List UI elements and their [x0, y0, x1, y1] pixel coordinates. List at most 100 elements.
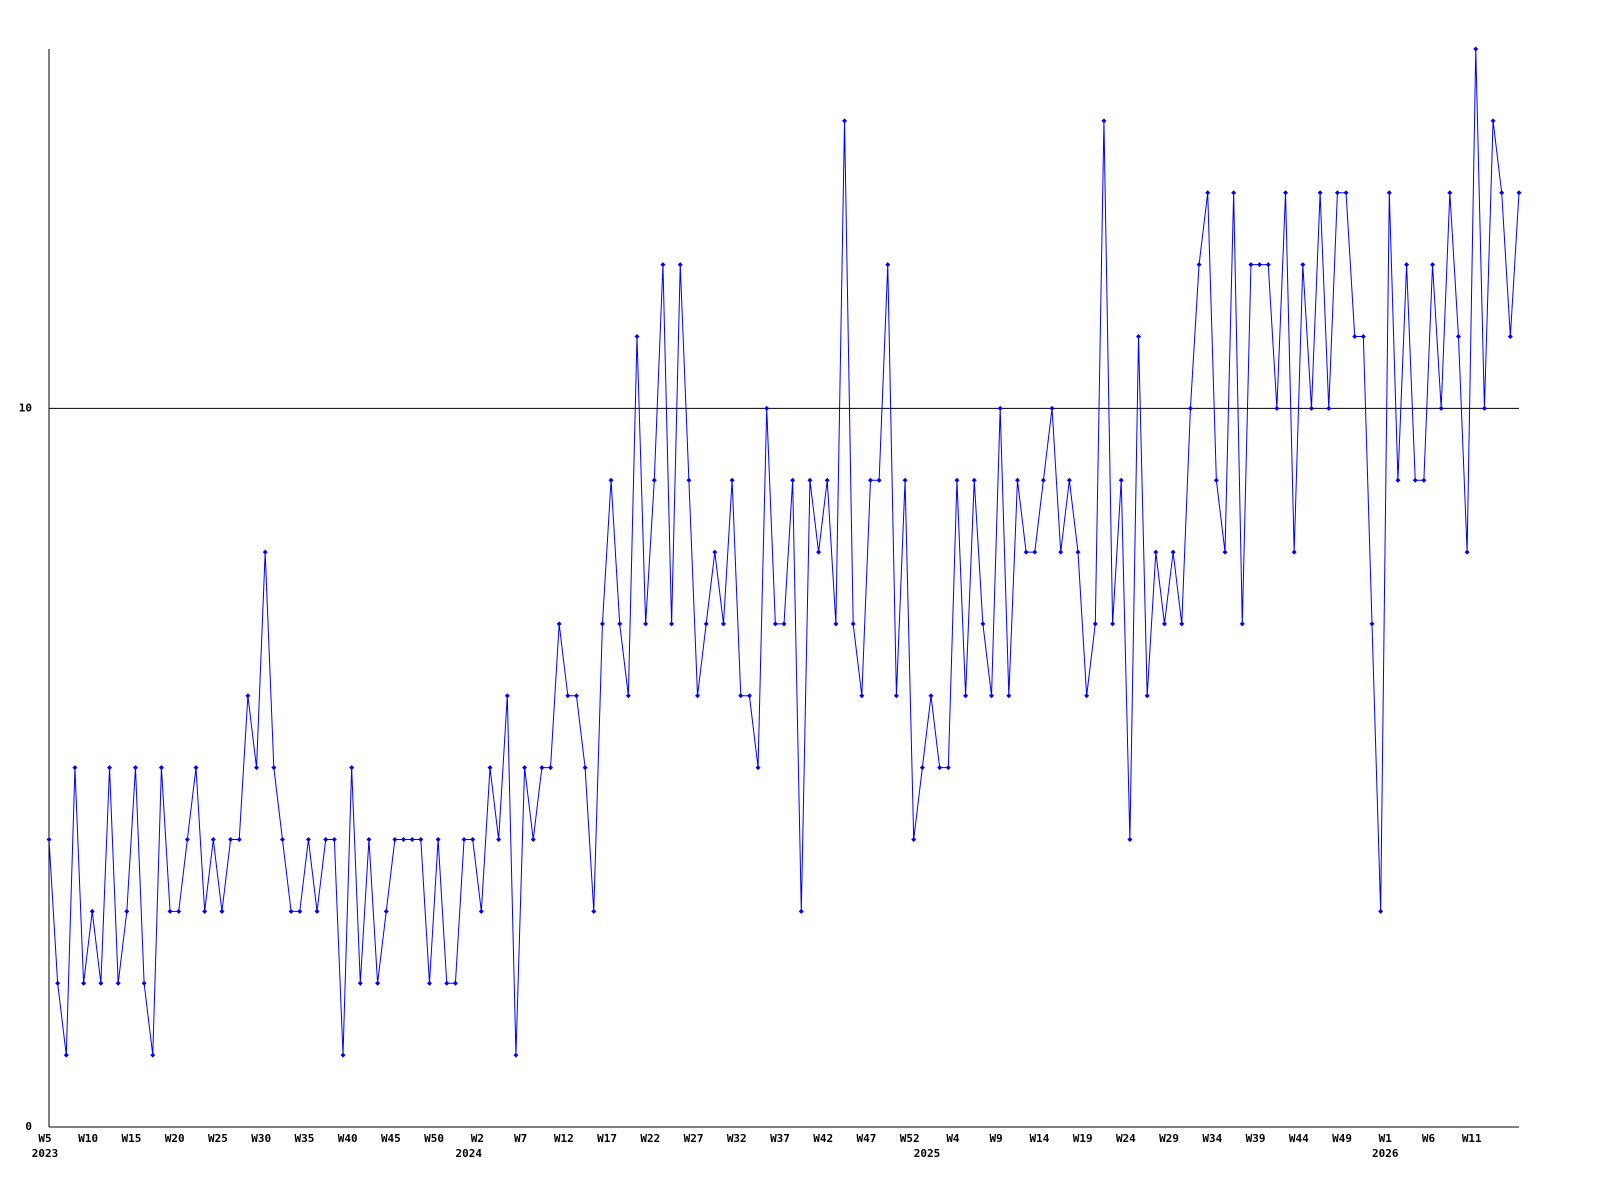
y-tick-label: 10 — [19, 401, 32, 414]
x-tick-label: W35 — [294, 1132, 314, 1145]
point — [1283, 190, 1289, 196]
point — [63, 1052, 69, 1058]
x-tick-label: W49 — [1332, 1132, 1352, 1145]
x-tick-label: W1 — [1379, 1132, 1393, 1145]
point — [746, 693, 752, 699]
point — [902, 477, 908, 483]
point — [1378, 908, 1384, 914]
point — [1231, 190, 1237, 196]
point — [1101, 118, 1107, 124]
point — [1438, 405, 1444, 411]
year-label: 2023 — [32, 1147, 59, 1160]
point — [945, 765, 951, 771]
point — [1326, 405, 1332, 411]
point — [1153, 549, 1159, 555]
series-line — [48, 48, 1520, 1056]
point — [228, 837, 234, 843]
point — [340, 1052, 346, 1058]
point — [755, 765, 761, 771]
point — [323, 837, 329, 843]
point — [573, 693, 579, 699]
point — [150, 1052, 156, 1058]
point — [461, 837, 467, 843]
point — [842, 118, 848, 124]
point — [167, 908, 173, 914]
point — [1395, 477, 1401, 483]
point — [46, 837, 52, 843]
x-tick-label: W17 — [597, 1132, 617, 1145]
point — [279, 837, 285, 843]
x-tick-label: W47 — [857, 1132, 877, 1145]
point — [305, 837, 311, 843]
point — [1430, 262, 1436, 268]
point — [1300, 262, 1306, 268]
point — [591, 908, 597, 914]
point — [202, 908, 208, 914]
point — [1058, 549, 1064, 555]
point — [608, 477, 614, 483]
x-tick-label: W44 — [1289, 1132, 1309, 1145]
x-tick-label: W19 — [1073, 1132, 1093, 1145]
point — [375, 980, 381, 986]
x-tick-label: W34 — [1202, 1132, 1222, 1145]
point — [712, 549, 718, 555]
point — [703, 621, 709, 627]
point — [651, 477, 657, 483]
x-tick-label: W52 — [900, 1132, 920, 1145]
x-tick-label: W37 — [770, 1132, 790, 1145]
x-tick-label: W24 — [1116, 1132, 1136, 1145]
point — [660, 262, 666, 268]
point — [1187, 405, 1193, 411]
point — [401, 837, 407, 843]
point — [686, 477, 692, 483]
point — [1110, 621, 1116, 627]
point — [1352, 333, 1358, 339]
point — [720, 621, 726, 627]
point — [254, 765, 260, 771]
x-tick-label: W7 — [514, 1132, 527, 1145]
point — [1490, 118, 1496, 124]
point — [625, 693, 631, 699]
x-tick-label: W45 — [381, 1132, 401, 1145]
point — [963, 693, 969, 699]
point — [288, 908, 294, 914]
point — [833, 621, 839, 627]
point — [539, 765, 545, 771]
x-tick-label: W42 — [813, 1132, 833, 1145]
point — [158, 765, 164, 771]
point — [859, 693, 865, 699]
point — [1032, 549, 1038, 555]
year-label: 2024 — [455, 1147, 482, 1160]
point — [1118, 477, 1124, 483]
point — [764, 405, 770, 411]
point — [107, 765, 113, 771]
point — [409, 837, 415, 843]
x-tick-label: W32 — [727, 1132, 747, 1145]
point — [599, 621, 605, 627]
x-tick-label: W6 — [1422, 1132, 1436, 1145]
x-tick-label: W11 — [1462, 1132, 1482, 1145]
point — [824, 477, 830, 483]
point — [314, 908, 320, 914]
point — [997, 405, 1003, 411]
point — [72, 765, 78, 771]
point — [392, 837, 398, 843]
point — [245, 693, 251, 699]
x-tick-label: W22 — [640, 1132, 660, 1145]
point — [1447, 190, 1453, 196]
point — [1170, 549, 1176, 555]
point — [911, 837, 917, 843]
point — [867, 477, 873, 483]
point — [444, 980, 450, 986]
x-tick-label: W27 — [684, 1132, 704, 1145]
point — [124, 908, 130, 914]
point — [790, 477, 796, 483]
point — [1205, 190, 1211, 196]
point — [816, 549, 822, 555]
point — [1006, 693, 1012, 699]
x-tick-label: W5 — [38, 1132, 51, 1145]
point — [357, 980, 363, 986]
x-tick-label: W9 — [990, 1132, 1003, 1145]
point — [210, 837, 216, 843]
